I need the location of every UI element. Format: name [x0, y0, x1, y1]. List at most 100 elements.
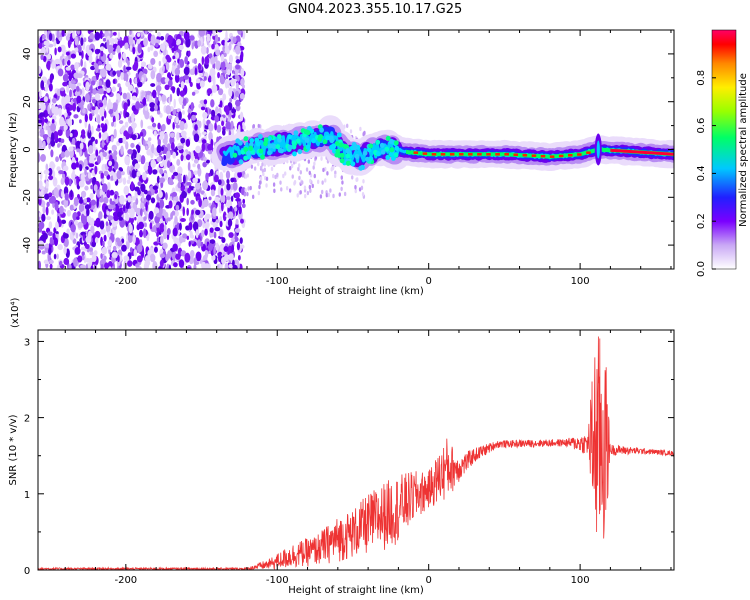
noise-blob: [205, 213, 211, 220]
noise-blob: [184, 122, 188, 130]
noise-blob: [75, 157, 79, 162]
noise-blob: [229, 97, 233, 103]
noise-blob: [74, 246, 81, 255]
snr-panel: -200 -100 0 100 0 1 2 3 Height of straight lin…: [8, 297, 675, 596]
noise-blob: [234, 99, 241, 107]
noise-blob: [212, 207, 217, 217]
noise-blob: [214, 226, 221, 232]
spectrogram-x-tick-label: 100: [571, 276, 590, 287]
noise-blob: [156, 110, 161, 115]
noise-blob: [38, 119, 43, 124]
noise-blob: [215, 49, 220, 56]
noise-blob: [177, 173, 182, 183]
noise-blob: [223, 246, 229, 252]
noise-blob: [51, 97, 57, 104]
noise-blob: [73, 114, 79, 119]
noise-blob: [178, 259, 185, 268]
snr-y-tick-label: 1: [24, 490, 30, 501]
noise-blob: [137, 189, 141, 196]
noise-blob: [142, 171, 147, 181]
noise-blob: [44, 244, 50, 248]
noise-blob: [48, 175, 54, 180]
noise-blob: [42, 133, 49, 140]
noise-blob: [74, 129, 78, 138]
ridge-blob: [339, 158, 345, 164]
noise-blob: [76, 86, 80, 92]
noise-blob: [130, 181, 134, 191]
noise-blob: [113, 121, 117, 128]
noise-blob: [48, 83, 53, 92]
noise-blob: [99, 30, 104, 40]
noise-blob: [146, 93, 150, 102]
spectrogram-y-tick-label: -40: [22, 237, 33, 253]
noise-blob: [215, 34, 219, 44]
noise-blob: [304, 193, 307, 199]
noise-blob: [340, 175, 343, 180]
noise-blob: [240, 218, 244, 224]
noise-blob: [215, 242, 219, 252]
noise-blob: [163, 224, 167, 232]
noise-blob: [173, 200, 177, 206]
ridge-blob: [248, 145, 254, 151]
noise-blob: [127, 233, 133, 244]
noise-blob: [220, 201, 224, 212]
noise-blob: [151, 89, 157, 99]
noise-blob: [102, 151, 108, 158]
ridge-blob: [260, 154, 265, 160]
noise-blob: [183, 31, 190, 41]
noise-blob: [197, 167, 202, 177]
noise-blob: [74, 62, 79, 70]
noise-blob: [312, 165, 315, 170]
noise-blob: [125, 57, 129, 64]
noise-blob: [313, 161, 316, 166]
ridge-blob: [254, 137, 260, 143]
ridge-blob: [263, 137, 269, 143]
noise-blob: [94, 237, 99, 244]
ridge-blob: [336, 132, 342, 138]
noise-blob: [148, 210, 154, 220]
noise-blob: [103, 213, 107, 219]
noise-blob: [220, 54, 225, 63]
noise-blob: [109, 53, 114, 59]
spectrogram-noise-field: [38, 30, 366, 269]
noise-blob: [180, 130, 187, 137]
noise-blob: [197, 219, 203, 228]
noise-blob: [140, 119, 144, 129]
noise-blob: [126, 165, 131, 176]
ridge-blob: [311, 138, 316, 144]
noise-blob: [316, 179, 320, 185]
noise-blob: [98, 211, 103, 220]
noise-blob: [203, 76, 207, 81]
noise-blob: [136, 224, 140, 231]
noise-blob: [66, 84, 70, 93]
noise-blob: [182, 206, 186, 217]
noise-blob: [48, 247, 52, 255]
noise-blob: [142, 139, 146, 147]
noise-blob: [87, 171, 92, 179]
noise-blob: [38, 131, 41, 136]
noise-blob: [180, 137, 186, 144]
noise-blob: [61, 219, 67, 225]
noise-blob: [214, 115, 220, 123]
noise-blob: [136, 32, 141, 38]
noise-blob: [85, 263, 89, 269]
noise-blob: [228, 253, 234, 261]
noise-blob: [143, 222, 147, 228]
noise-blob: [193, 187, 196, 193]
noise-blob: [238, 263, 243, 269]
noise-blob: [149, 253, 156, 263]
noise-blob: [38, 260, 42, 269]
chart-title: GN04.2023.355.10.17.G25: [287, 2, 463, 17]
noise-blob: [159, 168, 164, 175]
noise-blob: [66, 59, 71, 66]
noise-blob: [206, 47, 209, 55]
noise-blob: [193, 170, 198, 175]
noise-blob: [236, 242, 241, 251]
noise-blob: [95, 139, 98, 145]
colorbar-ticks: 0.0 0.2 0.4 0.6 0.8: [696, 70, 716, 277]
noise-blob: [123, 102, 128, 111]
noise-blob: [125, 92, 131, 102]
noise-blob: [147, 30, 154, 33]
noise-blob: [321, 180, 324, 185]
noise-blob: [150, 197, 156, 204]
